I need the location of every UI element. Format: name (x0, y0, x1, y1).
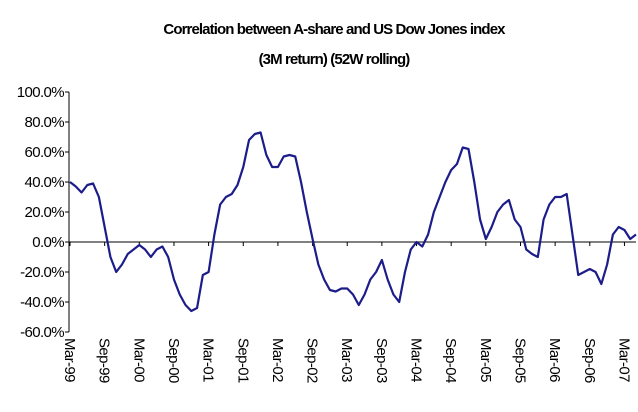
y-tick-label: 40.0% (24, 174, 64, 191)
y-tick-label: -60.0% (20, 324, 64, 341)
y-tick-label: 60.0% (24, 144, 64, 161)
y-tick-label: -40.0% (20, 294, 64, 311)
line (69, 131, 637, 313)
x-tick-label: Sep-04 (442, 338, 459, 383)
chart-subtitle: (3M return) (52W rolling) (259, 51, 411, 68)
y-tick-label: 20.0% (24, 204, 64, 221)
x-tick-label: Sep-99 (96, 338, 113, 383)
chart-title: Correlation between A-share and US Dow J… (163, 21, 506, 38)
y-tick-label: -20.0% (20, 264, 64, 281)
y-tick-label: 80.0% (24, 114, 64, 131)
x-tick-label: Mar-07 (615, 338, 632, 382)
x-tick-label: Mar-01 (200, 338, 217, 382)
x-tick-label: Mar-99 (61, 338, 78, 382)
y-tick-label: 100.0% (17, 84, 65, 101)
x-tick-label: Mar-06 (546, 338, 563, 382)
x-tick-label: Mar-05 (477, 338, 494, 382)
x-tick-label: Sep-00 (165, 338, 182, 383)
y-tick-label: 0.0% (32, 234, 64, 251)
x-tick-label: Mar-03 (338, 338, 355, 382)
x-tick-label: Sep-02 (304, 338, 321, 383)
x-tick-label: Sep-01 (234, 338, 251, 383)
x-tick-label: Sep-06 (581, 338, 598, 383)
x-tick-label: Mar-00 (130, 338, 147, 382)
x-tick-label: Mar-02 (269, 338, 286, 382)
x-tick-label: Sep-05 (511, 338, 528, 383)
x-tick-label: Mar-04 (408, 338, 425, 382)
x-tick-label: Sep-03 (373, 338, 390, 383)
